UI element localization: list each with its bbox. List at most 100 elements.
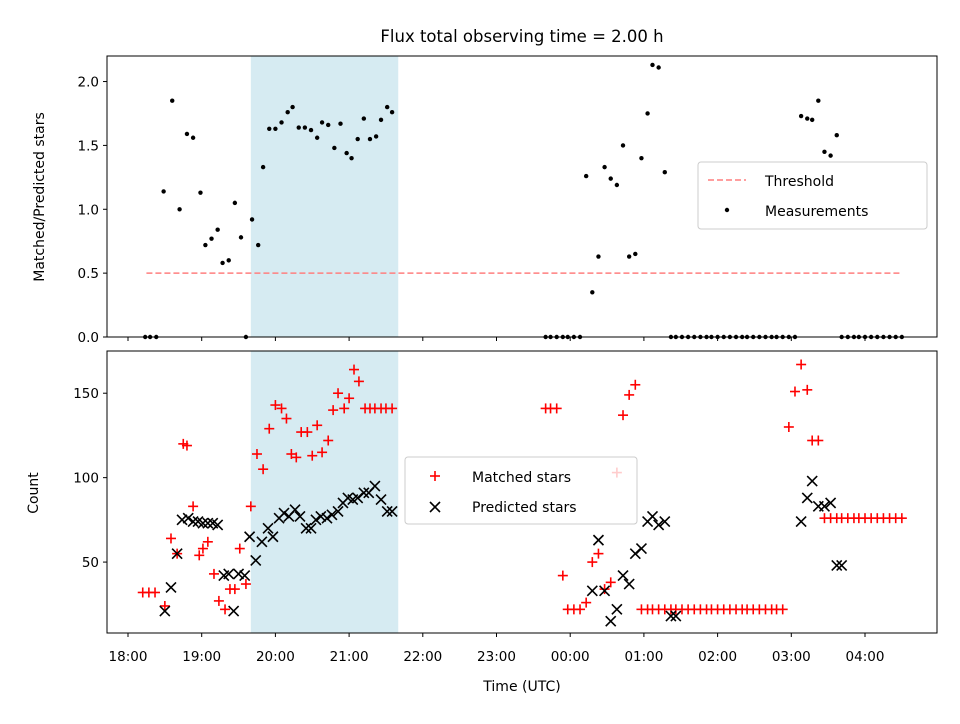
matched-star-point <box>587 557 598 568</box>
matched-star-point <box>618 410 629 421</box>
measurement-point <box>198 190 203 195</box>
matched-star-point <box>575 604 586 615</box>
predicted-star-point <box>232 568 245 580</box>
predicted-star-point <box>315 510 327 523</box>
measurement-point <box>226 258 231 263</box>
measurement-point <box>608 176 613 181</box>
matched-star-point <box>165 533 176 544</box>
measurement-point <box>302 125 308 130</box>
measurement-point <box>361 116 367 121</box>
bottom-panel: 50 100 150 18:00 19:00 20:00 21:00 22:00 23:00 0… <box>26 350 938 695</box>
top-panel: Flux total observing time = 2.00 h 0.00.… <box>32 27 938 346</box>
x-tick-label: 18:00 <box>109 649 148 665</box>
bottom-y-axis: 50 100 150 <box>73 386 107 571</box>
y-tick-label: 2.0 <box>78 75 99 91</box>
predicted-star-point <box>605 615 617 627</box>
measurement-point <box>620 143 626 148</box>
matched-star-point <box>194 550 205 561</box>
measurement-point <box>170 98 175 103</box>
predicted-star-point <box>326 509 338 521</box>
matched-star-point <box>312 420 323 431</box>
measurement-point <box>161 189 166 194</box>
matched-star-point <box>291 452 302 463</box>
predicted-star-point <box>599 585 611 597</box>
predicted-star-point <box>171 548 183 560</box>
matched-star-point <box>302 427 313 438</box>
predicted-star-point <box>646 510 659 523</box>
matched-star-point <box>624 389 635 400</box>
measurements-legend-swatch <box>724 207 730 213</box>
bottom-shaded-interval <box>250 351 399 633</box>
predicted-star-point <box>321 512 333 524</box>
predicted-star-point <box>795 515 807 528</box>
measurement-point <box>314 135 320 140</box>
matched-star-point <box>281 413 292 424</box>
predicted-star-point <box>665 610 677 622</box>
predicted-star-point <box>806 475 818 487</box>
predicted-star-point <box>212 519 224 531</box>
matched-star-point <box>349 364 360 375</box>
matched-star-point <box>258 464 269 475</box>
measurement-point <box>590 290 595 295</box>
predicted-star-point <box>262 522 274 534</box>
predicted-star-point <box>182 512 194 524</box>
measurement-point <box>662 170 667 175</box>
top-y-axis: 0.0 0.5 1.0 1.5 2.0 <box>78 75 107 346</box>
top-y-axis-label: Matched/Predicted stars <box>32 112 48 282</box>
predicted-star-point <box>187 515 199 528</box>
predicted-star-point <box>659 515 671 528</box>
bottom-x-axis-label: Time (UTC) <box>482 679 560 695</box>
matched-star-point <box>344 393 355 404</box>
matched-star-point <box>328 405 339 416</box>
matched-star-point <box>802 384 813 395</box>
measurement-point <box>308 127 314 133</box>
predicted-star-point <box>300 522 312 534</box>
predicted-star-point <box>825 497 837 509</box>
measurement-point <box>279 120 284 125</box>
bottom-axes-frame <box>106 350 938 634</box>
matched-star-point <box>387 403 398 414</box>
measurement-point <box>260 164 266 170</box>
matched-star-point <box>605 577 616 588</box>
predicted-star-point <box>256 536 268 548</box>
matched-legend-swatch <box>430 471 440 481</box>
x-tick-label: 21:00 <box>330 649 369 665</box>
measurement-point <box>367 136 373 142</box>
matched-star-point <box>551 403 562 414</box>
matched-star-point <box>251 449 262 460</box>
matched-star-point <box>208 568 219 579</box>
matched-star-point <box>188 501 199 512</box>
x-tick-label: 23:00 <box>477 649 516 665</box>
measurement-point <box>614 182 620 188</box>
matched-star-point <box>353 376 364 387</box>
predicted-star-point <box>176 514 188 526</box>
predicted-star-point <box>250 554 262 566</box>
matched-star-point <box>213 595 224 606</box>
top-legend-box <box>697 161 928 230</box>
matched-star-point <box>202 536 213 547</box>
measurement-point <box>349 155 354 161</box>
predicted-star-point <box>165 581 177 593</box>
predicted-legend-label: Predicted stars <box>472 500 577 516</box>
matched-star-point <box>813 435 824 446</box>
measurement-point <box>326 122 331 128</box>
matched-star-point <box>796 359 807 370</box>
matched-star-point <box>276 403 287 414</box>
matched-stars-points <box>137 359 907 615</box>
measurement-point <box>626 254 632 259</box>
y-tick-label: 150 <box>73 386 99 402</box>
predicted-star-point <box>623 578 635 590</box>
measurement-point <box>184 131 190 137</box>
measurement-point <box>639 155 644 161</box>
predicted-star-point <box>381 505 393 517</box>
predicted-star-point <box>592 534 605 546</box>
predicted-star-point <box>831 559 843 572</box>
y-tick-label: 1.0 <box>78 202 99 218</box>
predicted-star-point <box>611 603 623 615</box>
y-tick-label: 50 <box>82 555 99 571</box>
bottom-legend-box <box>404 456 638 525</box>
predicted-star-point <box>818 500 831 512</box>
x-tick-label: 00:00 <box>551 649 590 665</box>
y-tick-label: 0.5 <box>78 266 99 282</box>
matched-star-point <box>557 570 568 581</box>
